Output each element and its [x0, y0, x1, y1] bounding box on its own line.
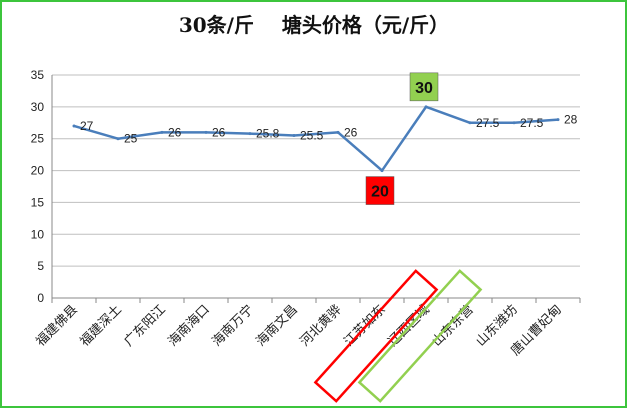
y-tick-label: 25 [31, 132, 45, 146]
data-label: 26 [168, 125, 182, 139]
y-tick-label: 15 [31, 195, 45, 209]
x-tick-label: 福建佛县 [33, 302, 80, 349]
data-label: 26 [344, 125, 358, 139]
data-point [292, 134, 296, 138]
data-label: 26 [212, 125, 226, 139]
data-point [72, 124, 76, 128]
highlight-boxes [313, 269, 483, 403]
y-tick-label: 20 [31, 164, 45, 178]
callout-box [365, 176, 395, 205]
data-label: 25 [124, 132, 138, 146]
data-label: 28 [564, 113, 578, 127]
data-label: 25.8 [256, 127, 280, 141]
data-point [380, 169, 384, 173]
highlight-box [357, 269, 483, 403]
callouts: 30 20 [365, 72, 439, 205]
data-point [556, 118, 560, 122]
data-point [424, 105, 428, 109]
y-axis: 0 5 10 15 20 25 30 35 [31, 68, 53, 305]
data-label: 25.5 [300, 129, 324, 143]
data-point [248, 132, 252, 136]
data-point [512, 121, 516, 125]
chart-title: 30条/斤 塘头价格（元/斤） [179, 13, 449, 37]
x-tick-label: 广东阳江 [121, 302, 168, 349]
callout-label: 30 [415, 80, 433, 97]
y-tick-label: 30 [31, 100, 45, 114]
x-tick-label: 山东东营 [429, 302, 476, 349]
series-line [73, 105, 559, 172]
grid-layer [52, 74, 580, 267]
y-tick-label: 35 [31, 68, 45, 82]
x-tick-label: 河北黄骅 [297, 302, 344, 349]
y-tick-label: 10 [31, 227, 45, 241]
x-tick-label: 海南文昌 [253, 302, 301, 350]
series-layer [72, 105, 560, 173]
x-tick-label: 海南万宁 [209, 302, 257, 350]
data-labels: 27 25 26 26 25.8 25.5 26 27.5 27.5 28 [80, 113, 578, 146]
highlight-box [313, 269, 439, 403]
data-point [160, 130, 164, 134]
x-tick-label: 海南海口 [165, 302, 213, 350]
callout-box [409, 72, 439, 102]
data-label: 27.5 [520, 116, 544, 130]
data-label: 27 [80, 119, 94, 133]
data-point [468, 121, 472, 125]
data-point [204, 130, 208, 134]
y-tick-label: 0 [37, 291, 44, 305]
data-point [336, 130, 340, 134]
callout-label: 20 [371, 184, 389, 201]
y-tick-label: 5 [37, 259, 44, 273]
x-tick-label: 福建深土 [77, 302, 124, 349]
data-point [116, 137, 120, 141]
data-label: 27.5 [476, 116, 500, 130]
x-axis: 福建佛县福建深土广东阳江海南海口海南万宁海南文昌河北黄骅江苏如东辽西区域山东东营… [33, 297, 581, 359]
